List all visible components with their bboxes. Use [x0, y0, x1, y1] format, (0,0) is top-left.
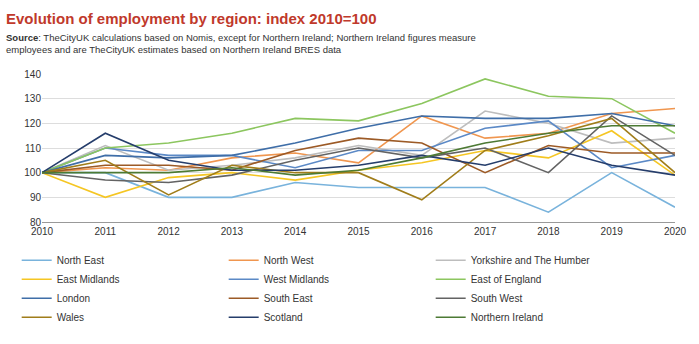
svg-text:2014: 2014 — [284, 226, 307, 237]
svg-text:Evolution of employment by reg: Evolution of employment by region: index… — [6, 10, 377, 27]
svg-text:South West: South West — [471, 293, 523, 304]
svg-text:2018: 2018 — [537, 226, 560, 237]
svg-text:2017: 2017 — [474, 226, 497, 237]
svg-text:London: London — [57, 293, 90, 304]
svg-text:2019: 2019 — [601, 226, 624, 237]
svg-text:120: 120 — [24, 118, 41, 129]
svg-text:Northern Ireland: Northern Ireland — [471, 312, 543, 323]
svg-text:South East: South East — [264, 293, 313, 304]
svg-text:2020: 2020 — [664, 226, 687, 237]
svg-text:West Midlands: West Midlands — [264, 274, 329, 285]
svg-text:2011: 2011 — [95, 226, 117, 237]
svg-text:100: 100 — [24, 167, 41, 178]
svg-text:2012: 2012 — [157, 226, 180, 237]
svg-text:2013: 2013 — [221, 226, 244, 237]
svg-text:90: 90 — [30, 192, 42, 203]
svg-text:2016: 2016 — [411, 226, 434, 237]
svg-text:East Midlands: East Midlands — [57, 274, 120, 285]
svg-text:2015: 2015 — [347, 226, 370, 237]
svg-text:110: 110 — [25, 143, 41, 154]
svg-text:Source: TheCityUK calculations: Source: TheCityUK calculations based on … — [6, 32, 476, 55]
svg-text:North East: North East — [57, 255, 104, 266]
svg-text:2010: 2010 — [31, 226, 54, 237]
svg-text:130: 130 — [24, 93, 41, 104]
svg-text:140: 140 — [24, 69, 41, 80]
svg-text:Wales: Wales — [57, 312, 84, 323]
svg-text:Yorkshire and The Humber: Yorkshire and The Humber — [471, 255, 591, 266]
svg-text:North West: North West — [264, 255, 314, 266]
svg-text:80: 80 — [30, 217, 42, 228]
svg-text:Scotland: Scotland — [264, 312, 303, 323]
svg-text:East of England: East of England — [471, 274, 542, 285]
